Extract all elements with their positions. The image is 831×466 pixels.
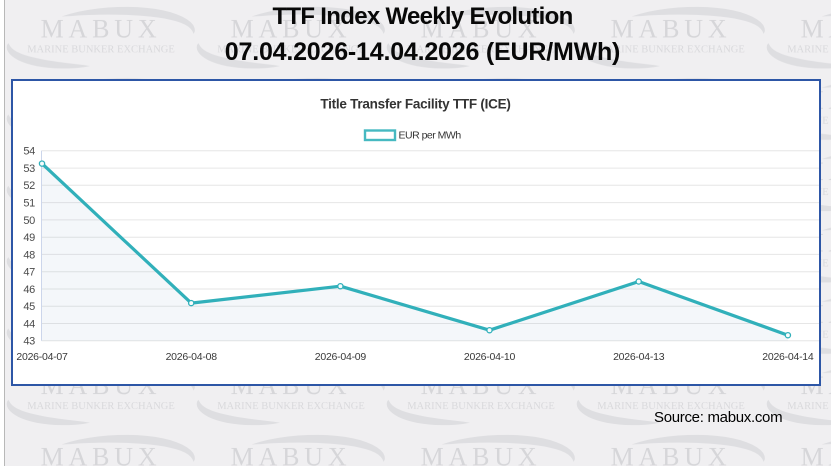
svg-text:51: 51 <box>23 198 35 210</box>
svg-text:49: 49 <box>23 232 35 244</box>
svg-text:54: 54 <box>23 146 35 158</box>
svg-text:2026-04-10: 2026-04-10 <box>463 351 515 363</box>
svg-text:2026-04-09: 2026-04-09 <box>314 351 366 363</box>
svg-text:2026-04-07: 2026-04-07 <box>16 351 68 363</box>
svg-text:45: 45 <box>23 301 35 313</box>
svg-text:2026-04-13: 2026-04-13 <box>613 351 665 363</box>
svg-text:43: 43 <box>23 336 35 348</box>
svg-text:EUR per MWh: EUR per MWh <box>398 129 461 141</box>
svg-text:2026-04-14: 2026-04-14 <box>762 351 814 363</box>
svg-text:53: 53 <box>23 163 35 175</box>
svg-text:Title Transfer Facility TTF (I: Title Transfer Facility TTF (ICE) <box>320 97 510 112</box>
svg-text:48: 48 <box>23 249 35 261</box>
svg-text:44: 44 <box>23 318 35 330</box>
svg-text:2026-04-08: 2026-04-08 <box>165 351 217 363</box>
svg-text:50: 50 <box>23 215 35 227</box>
svg-text:46: 46 <box>23 284 35 296</box>
svg-text:47: 47 <box>23 267 35 279</box>
svg-text:52: 52 <box>23 180 35 192</box>
